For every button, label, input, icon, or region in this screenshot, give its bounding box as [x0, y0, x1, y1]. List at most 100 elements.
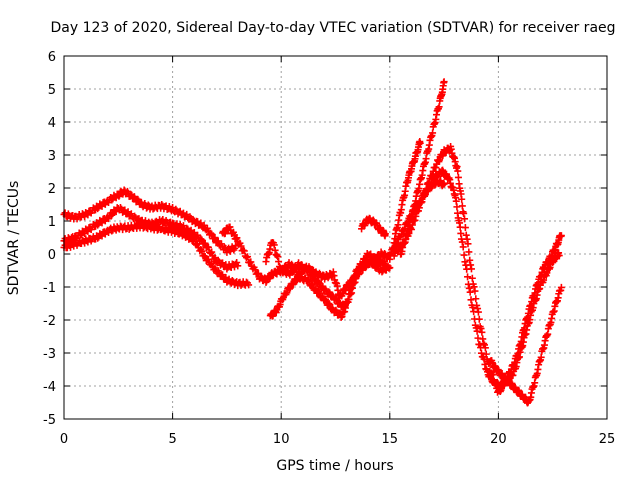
data-point [462, 261, 470, 269]
data-point [273, 251, 281, 259]
y-tick-label: 3 [48, 149, 56, 164]
data-point [173, 226, 181, 234]
y-tick-label: 0 [48, 248, 56, 263]
data-point [270, 241, 278, 249]
data-point [473, 327, 481, 335]
data-point [469, 303, 477, 311]
data-point [315, 288, 323, 296]
data-point [381, 261, 389, 269]
data-point [204, 243, 212, 251]
data-point [341, 304, 349, 312]
data-point [405, 229, 413, 237]
data-point [94, 234, 102, 242]
data-point [183, 231, 191, 239]
data-point [414, 207, 422, 215]
data-point [464, 273, 472, 281]
series-track-l [421, 166, 563, 391]
data-point [308, 281, 316, 289]
series-track-a [60, 186, 240, 256]
data-point [470, 308, 478, 316]
data-point [61, 209, 69, 217]
data-point [233, 234, 241, 242]
y-tick-label: -2 [43, 314, 56, 329]
data-point [467, 296, 475, 304]
data-point [105, 215, 113, 223]
data-point [325, 300, 333, 308]
data-point [233, 258, 241, 266]
data-point [351, 278, 359, 286]
data-point [408, 226, 416, 234]
y-tick-label: -4 [43, 380, 56, 395]
series-track-m [486, 283, 565, 407]
data-point [237, 242, 245, 250]
data-point [131, 212, 139, 220]
data-point [338, 313, 346, 321]
y-tick-label: -1 [43, 281, 56, 296]
data-point [245, 281, 253, 289]
plot-frame [63, 55, 608, 420]
y-tick-label: 4 [48, 116, 56, 131]
data-point [478, 328, 486, 336]
data-point [211, 234, 219, 242]
data-point [464, 280, 472, 288]
data-point [200, 252, 208, 260]
x-tick-label: 15 [382, 432, 399, 447]
data-point [347, 290, 355, 298]
data-point [466, 256, 474, 264]
data-point [465, 284, 473, 292]
data-point [440, 78, 448, 86]
data-point [412, 212, 420, 220]
data-point [480, 340, 488, 348]
data-point [460, 251, 468, 259]
data-point [471, 315, 479, 323]
data-point [240, 247, 248, 255]
data-point [381, 230, 389, 238]
data-points [60, 78, 565, 407]
data-point [424, 184, 432, 192]
data-point [197, 235, 205, 243]
data-point [352, 274, 360, 282]
data-point [247, 258, 255, 266]
data-point [423, 188, 431, 196]
data-point [417, 199, 425, 207]
data-point [471, 287, 479, 295]
data-point [208, 248, 216, 256]
data-point [472, 295, 480, 303]
data-point [466, 288, 474, 296]
data-point [537, 353, 545, 361]
data-point [84, 238, 92, 246]
data-point [456, 223, 464, 231]
data-point [458, 195, 466, 203]
data-point [308, 271, 316, 279]
data-point [454, 167, 462, 175]
data-point [459, 243, 467, 251]
data-point [454, 173, 462, 181]
series-track-c [60, 220, 253, 290]
y-tick-label: 2 [48, 182, 56, 197]
data-point [462, 231, 470, 239]
data-point [440, 180, 448, 188]
data-point [463, 265, 471, 273]
data-point [275, 258, 283, 266]
data-point [207, 229, 215, 237]
data-point [345, 295, 353, 303]
data-point [189, 216, 197, 224]
data-point [173, 220, 181, 228]
data-point [557, 232, 565, 240]
data-point [432, 164, 440, 172]
data-point [234, 262, 242, 270]
y-tick-label: 6 [48, 50, 56, 65]
data-point [194, 240, 202, 248]
data-point [555, 252, 563, 260]
x-tick-label: 10 [273, 432, 290, 447]
data-point [204, 256, 212, 264]
data-point [226, 223, 234, 231]
data-point [386, 264, 394, 272]
data-point [358, 261, 366, 269]
data-point [283, 289, 291, 297]
series-track-g [358, 214, 389, 240]
data-point [464, 240, 472, 248]
data-point [557, 283, 565, 291]
